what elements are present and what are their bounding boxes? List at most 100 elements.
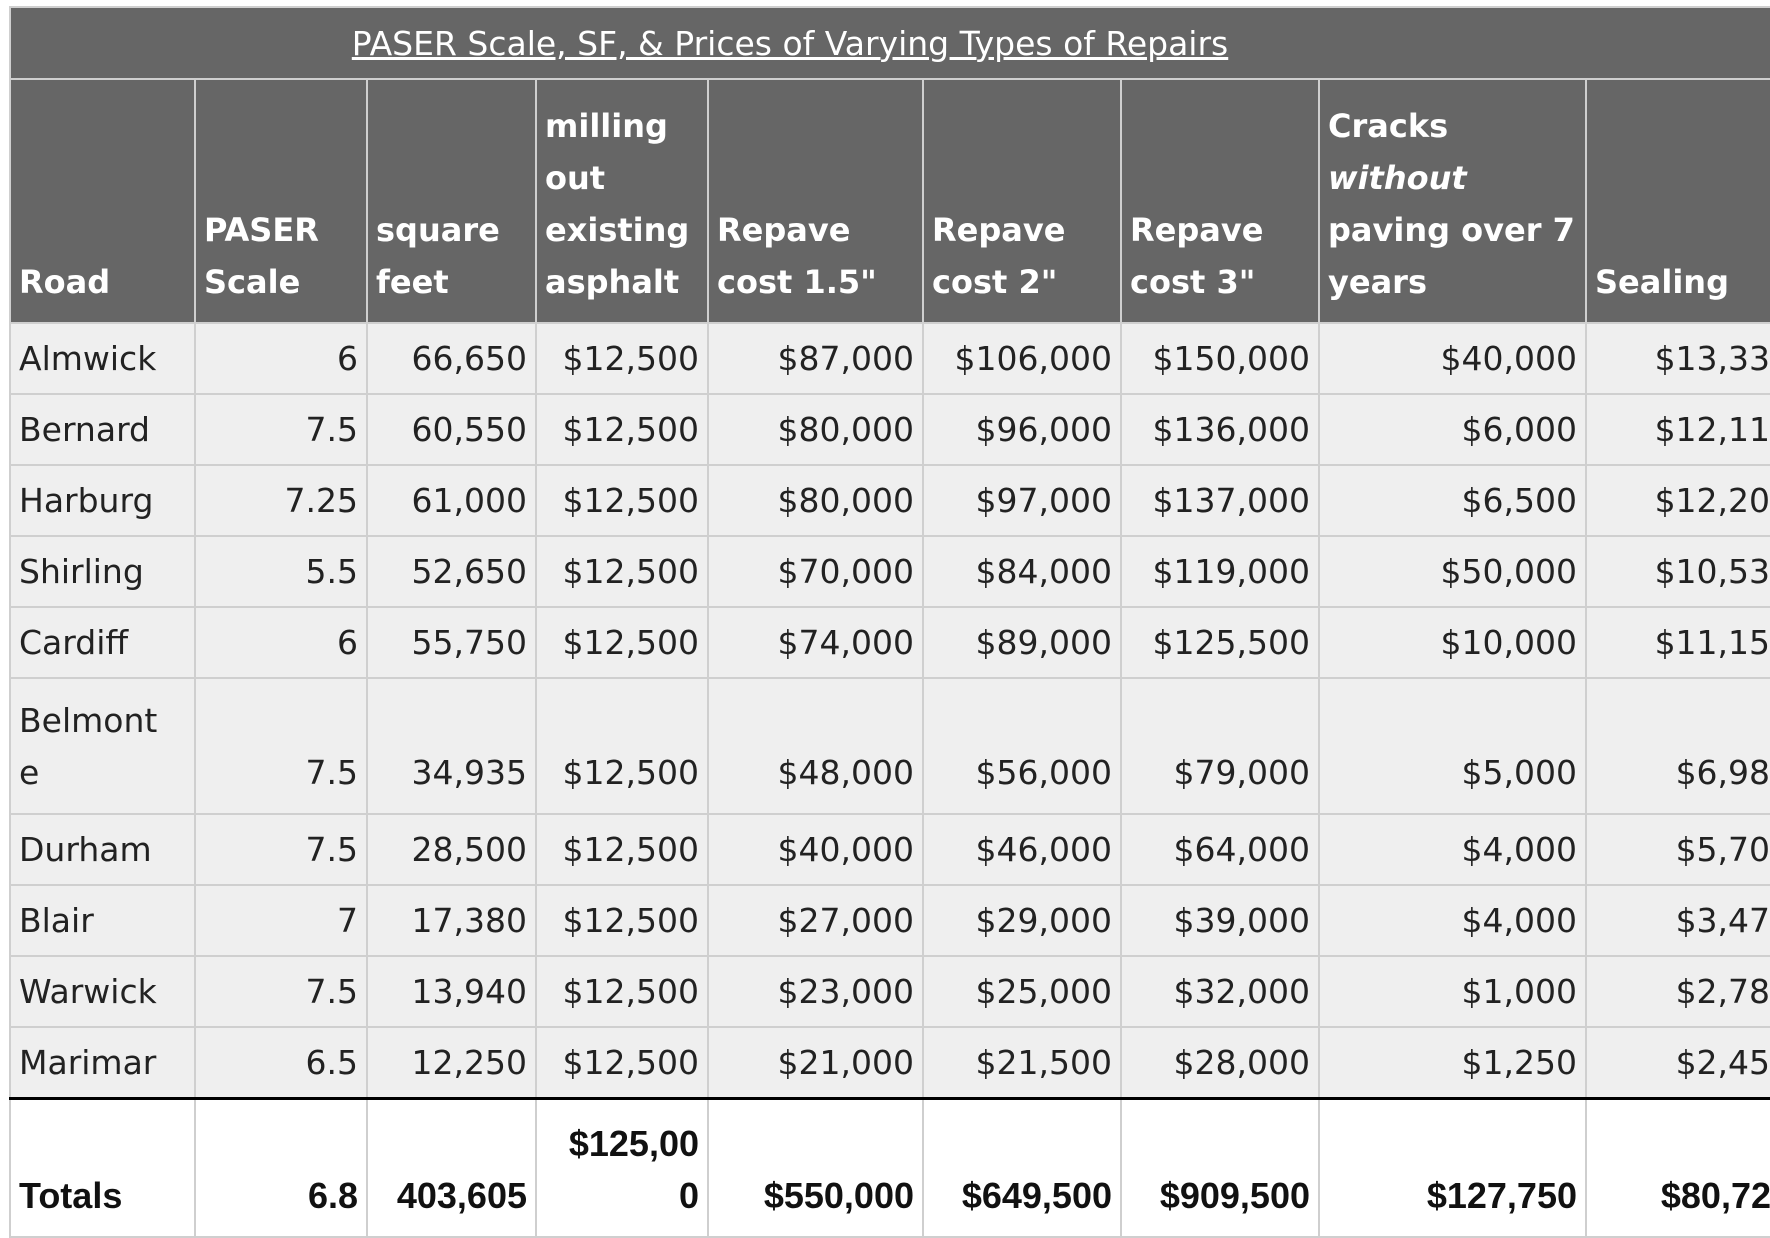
value-cell: $50,000 [1318,535,1587,608]
value-cell: $12,500 [535,535,709,608]
table-row: Belmonte 7.5 34,935 $12,500 $48,000 $56,000 $7… [9,677,1770,815]
road-name-cell: Bernard [9,393,196,466]
road-name-cell: Cardiff [9,606,196,679]
value-cell: $150,000 [1120,322,1320,395]
totals-row: Totals 6.8 403,605 $125,000 $550,000 $649,500… [9,1097,1770,1238]
value-cell: $64,000 [1120,813,1320,886]
header-repave-3: Repave cost 3" [1120,78,1320,324]
total-cell: $550,000 [707,1097,924,1238]
value-cell: $87,000 [707,322,924,395]
value-cell: $12,500 [535,464,709,537]
value-cell: $10,000 [1318,606,1587,679]
value-cell: $27,000 [707,884,924,957]
value-cell: $5,000 [1318,677,1587,815]
value-cell: $84,000 [922,535,1122,608]
value-cell: $21,000 [707,1026,924,1100]
value-cell: 34,935 [366,677,537,815]
value-cell: $25,000 [922,955,1122,1028]
total-milling: $125,000 [568,1123,699,1216]
table-row: Marimar 6.5 12,250 $12,500 $21,000 $21,500 $28… [9,1026,1770,1100]
value-cell: $28,000 [1120,1026,1320,1100]
road-name-cell: Durham [9,813,196,886]
value-cell: $46,000 [922,813,1122,886]
value-cell: $12,200 [1584,464,1770,537]
value-cell: $32,000 [1120,955,1320,1028]
value-cell: 13,940 [366,955,537,1028]
value-cell: 60,550 [366,393,537,466]
header-cracks-2: without [1328,159,1467,197]
value-cell: $96,000 [922,393,1122,466]
value-cell: $11,150 [1584,606,1770,679]
value-cell: $40,000 [1318,322,1587,395]
road-name-cell: Almwick [9,322,196,395]
road-name: Belmonte [19,701,158,792]
value-cell: $48,000 [707,677,924,815]
value-cell: 5.5 [194,535,368,608]
value-cell: $2,450 [1584,1026,1770,1100]
road-name-cell: Blair [9,884,196,957]
table-row: Shirling 5.5 52,650 $12,500 $70,000 $84,000 $1… [9,535,1770,608]
value-cell: $97,000 [922,464,1122,537]
value-cell: 52,650 [366,535,537,608]
total-cell: $80,720 [1584,1097,1770,1238]
value-cell: $2,788 [1584,955,1770,1028]
value-cell: $1,000 [1318,955,1587,1028]
total-cell: $649,500 [922,1097,1122,1238]
value-cell: $40,000 [707,813,924,886]
repairs-table: PASER Scale, SF, & Prices of Varying Typ… [8,6,1770,1238]
header-milling: milling out existing asphalt [535,78,709,324]
value-cell: $4,000 [1318,884,1587,957]
value-cell: 55,750 [366,606,537,679]
value-cell: $29,000 [922,884,1122,957]
value-cell: $12,500 [535,606,709,679]
table-row: Blair 7 17,380 $12,500 $27,000 $29,000 $39,000… [9,884,1770,957]
value-cell: $12,500 [535,1026,709,1100]
value-cell: $106,000 [922,322,1122,395]
road-name-cell: Harburg [9,464,196,537]
value-cell: $13,330 [1584,322,1770,395]
road-name-cell: Warwick [9,955,196,1028]
table-row: Warwick 7.5 13,940 $12,500 $23,000 $25,000 $32… [9,955,1770,1028]
value-cell: $12,500 [535,677,709,815]
value-cell: $1,250 [1318,1026,1587,1100]
value-cell: $137,000 [1120,464,1320,537]
value-cell: 7 [194,884,368,957]
table-row: Almwick 6 66,650 $12,500 $87,000 $106,000 $150… [9,322,1770,395]
header-cracks: Cracks without paving over 7 years [1318,78,1587,324]
value-cell: 6 [194,322,368,395]
value-cell: $12,500 [535,955,709,1028]
value-cell: $136,000 [1120,393,1320,466]
value-cell: $4,000 [1318,813,1587,886]
value-cell: $23,000 [707,955,924,1028]
value-cell: 28,500 [366,813,537,886]
value-cell: 17,380 [366,884,537,957]
value-cell: 6.5 [194,1026,368,1100]
table-row: Cardiff 6 55,750 $12,500 $74,000 $89,000 $125,… [9,606,1770,679]
total-cell: $125,000 [535,1097,709,1238]
value-cell: $56,000 [922,677,1122,815]
total-cell: 6.8 [194,1097,368,1238]
header-row: Road PASER Scale square feet milling out… [9,78,1770,324]
value-cell: 7.25 [194,464,368,537]
value-cell: 66,650 [366,322,537,395]
header-sqft: square feet [366,78,537,324]
value-cell: $80,000 [707,393,924,466]
table-title: PASER Scale, SF, & Prices of Varying Typ… [8,6,1770,80]
table-row: Bernard 7.5 60,550 $12,500 $80,000 $96,000 $13… [9,393,1770,466]
value-cell: $119,000 [1120,535,1320,608]
value-cell: $89,000 [922,606,1122,679]
road-name-cell: Marimar [9,1026,196,1100]
value-cell: $39,000 [1120,884,1320,957]
value-cell: $12,500 [535,813,709,886]
value-cell: 12,250 [366,1026,537,1100]
value-cell: $74,000 [707,606,924,679]
totals-label: Totals [9,1097,196,1238]
value-cell: 6 [194,606,368,679]
header-sealing: Sealing [1584,78,1770,324]
header-cracks-1: Cracks [1328,107,1449,145]
value-cell: 7.5 [194,393,368,466]
value-cell: $6,000 [1318,393,1587,466]
value-cell: $12,500 [535,884,709,957]
value-cell: $21,500 [922,1026,1122,1100]
road-name-cell: Shirling [9,535,196,608]
